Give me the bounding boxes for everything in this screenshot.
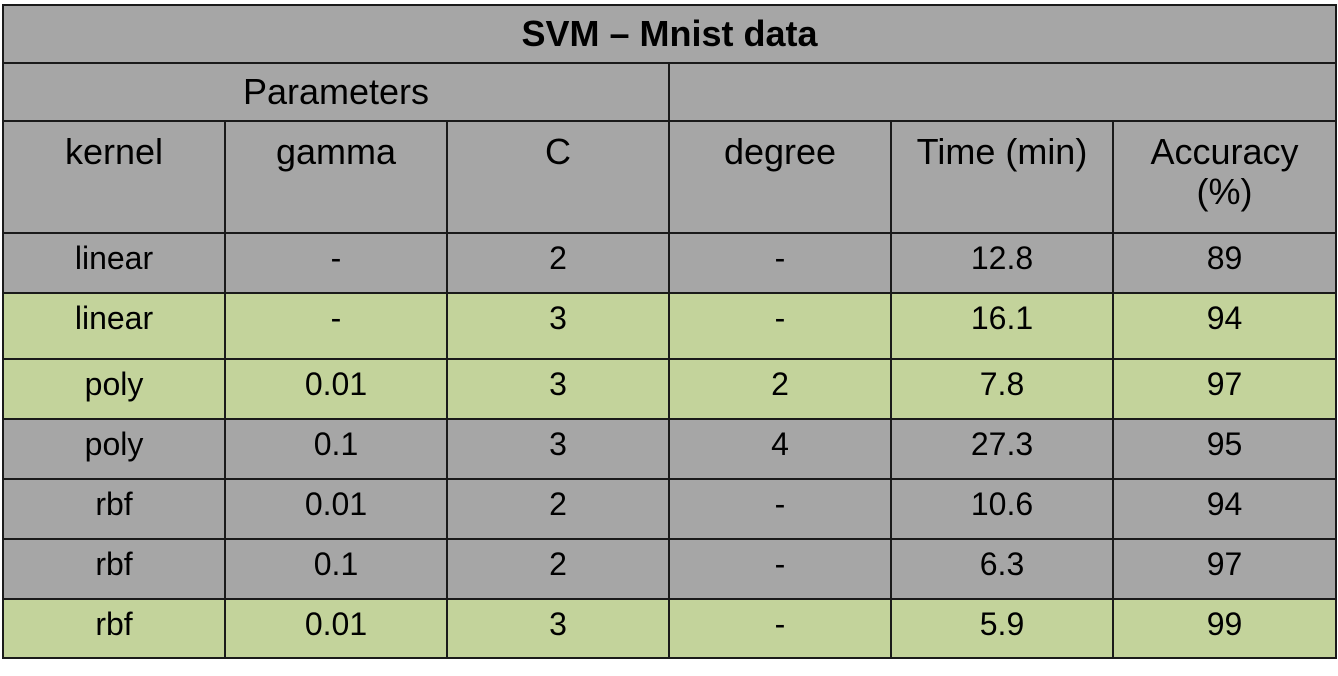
cell-accuracy: 97 [1111, 538, 1338, 600]
table-row: linear -3-16.1 94 [2, 292, 1338, 360]
cell-gamma: 0.01 [224, 358, 448, 420]
cell-time: 5.9 [890, 598, 1114, 659]
svm-results-table: SVM – Mnist data Parameters kernel gamma… [1, 4, 1338, 659]
cell-c: 2 [446, 538, 670, 600]
cell-accuracy: 89 [1111, 232, 1338, 294]
cell-c: 3 [446, 598, 670, 659]
cell-time: 10.6 [890, 478, 1114, 540]
cell-time: 16.1 [890, 292, 1114, 360]
column-header-row: kernel gamma C degree Time (min) Accurac… [2, 120, 1338, 234]
cell-gamma: 0.01 [224, 478, 448, 540]
cell-kernel: rbf [2, 538, 226, 600]
cell-c: 3 [446, 418, 670, 480]
cell-c: 3 [446, 358, 670, 420]
cell-kernel: rbf [2, 478, 226, 540]
cell-c: 3 [446, 292, 670, 360]
cell-gamma: - [224, 232, 448, 294]
header-time: Time (min) [890, 120, 1114, 234]
cell-degree: - [668, 598, 892, 659]
cell-kernel: poly [2, 418, 226, 480]
header-degree: degree [668, 120, 892, 234]
cell-kernel: linear [2, 292, 226, 360]
cell-c: 2 [446, 232, 670, 294]
group-header-row: Parameters [2, 62, 1338, 122]
cell-gamma: - [224, 292, 448, 360]
cell-accuracy: 94 [1111, 478, 1338, 540]
cell-kernel: poly [2, 358, 226, 420]
table-row: rbf 0.1 2-6.3 97 [2, 538, 1338, 600]
cell-degree: - [668, 478, 892, 540]
cell-degree: - [668, 232, 892, 294]
cell-gamma: 0.01 [224, 598, 448, 659]
cell-gamma: 0.1 [224, 538, 448, 600]
cell-time: 6.3 [890, 538, 1114, 600]
table-row: linear -2-12.8 89 [2, 232, 1338, 294]
cell-degree: - [668, 538, 892, 600]
header-kernel: kernel [2, 120, 226, 234]
empty-group-header [667, 62, 1338, 122]
table-row: rbf 0.01 3-5.9 99 [2, 598, 1338, 659]
cell-accuracy: 99 [1111, 598, 1338, 659]
cell-c: 2 [446, 478, 670, 540]
parameters-group-header: Parameters [2, 62, 670, 122]
cell-time: 12.8 [890, 232, 1114, 294]
cell-kernel: linear [2, 232, 226, 294]
header-accuracy: Accuracy (%) [1111, 120, 1338, 234]
cell-kernel: rbf [2, 598, 226, 659]
cell-time: 7.8 [890, 358, 1114, 420]
table-title-row: SVM – Mnist data [1, 4, 1338, 64]
cell-time: 27.3 [890, 418, 1114, 480]
cell-degree: 2 [668, 358, 892, 420]
table-row: poly 0.1 3 4 27.3 95 [2, 418, 1338, 480]
table-row: poly 0.01 3 2 7.8 97 [2, 358, 1338, 420]
cell-degree: 4 [668, 418, 892, 480]
header-gamma: gamma [224, 120, 448, 234]
cell-accuracy: 95 [1111, 418, 1338, 480]
cell-gamma: 0.1 [224, 418, 448, 480]
table-row: rbf 0.01 2-10.6 94 [2, 478, 1338, 540]
cell-accuracy: 97 [1111, 358, 1338, 420]
cell-degree: - [668, 292, 892, 360]
table-title: SVM – Mnist data [1, 4, 1338, 64]
header-c: C [446, 120, 670, 234]
cell-accuracy: 94 [1111, 292, 1338, 360]
